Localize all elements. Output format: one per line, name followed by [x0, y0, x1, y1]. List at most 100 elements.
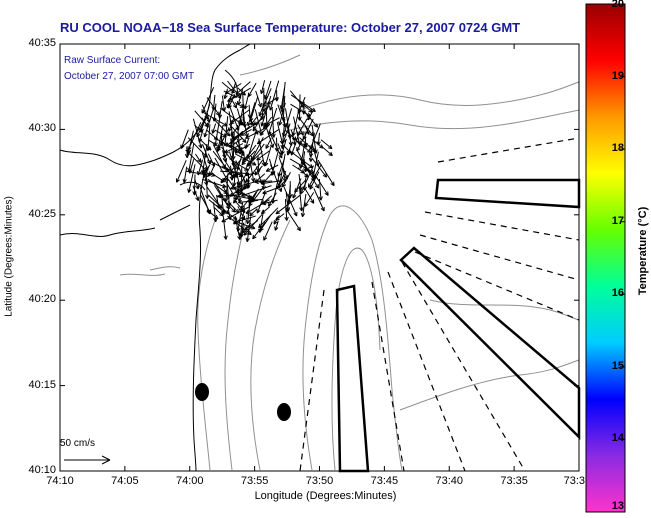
- current-vector: [226, 130, 244, 147]
- current-vector: [232, 131, 235, 160]
- current-vector: [214, 129, 227, 138]
- current-vector-head: [233, 222, 238, 224]
- annotation-line1: Raw Surface Current:: [64, 55, 161, 66]
- current-vector-head: [275, 216, 278, 221]
- current-vector: [199, 138, 212, 151]
- current-vector: [199, 194, 212, 214]
- current-vector-head: [259, 112, 263, 117]
- current-vector-head: [241, 162, 246, 166]
- current-vector: [245, 199, 270, 214]
- current-vector: [176, 160, 187, 183]
- current-vector-head: [204, 124, 209, 128]
- current-vector-head: [301, 110, 305, 115]
- current-vector: [198, 131, 204, 143]
- current-vector: [207, 153, 215, 167]
- current-vector-head: [263, 237, 268, 241]
- current-vector: [240, 128, 252, 136]
- current-vector-head: [224, 149, 228, 154]
- current-vector-head: [239, 233, 242, 238]
- current-vector: [187, 136, 193, 155]
- current-vector-head: [234, 215, 238, 220]
- current-vector: [285, 208, 301, 231]
- current-vector-head: [235, 92, 240, 95]
- current-vector: [221, 206, 250, 223]
- current-vector: [214, 115, 221, 147]
- current-vector: [237, 202, 244, 232]
- current-vector-head: [250, 178, 255, 183]
- colorbar: [585, 3, 626, 513]
- current-vector: [247, 102, 256, 126]
- current-vector-head: [261, 212, 266, 215]
- current-vector-head: [309, 133, 314, 137]
- current-vector: [307, 110, 314, 121]
- y-tick-label: 40:10: [28, 464, 56, 476]
- current-vector: [312, 178, 320, 189]
- current-vector: [286, 123, 292, 146]
- current-vector: [234, 102, 245, 108]
- current-vector-head: [300, 190, 305, 195]
- current-vector: [258, 102, 265, 117]
- current-vector-head: [261, 122, 265, 127]
- current-vector: [264, 145, 272, 167]
- current-vector-head: [269, 106, 274, 111]
- current-vector: [235, 150, 244, 176]
- current-vector-head: [327, 147, 333, 150]
- current-vector-head: [232, 155, 236, 160]
- current-vector-head: [327, 191, 329, 196]
- current-vector: [244, 95, 249, 110]
- current-vector: [277, 143, 283, 156]
- current-vector-head: [180, 145, 185, 149]
- current-vector-head: [195, 185, 199, 190]
- current-vector-head: [233, 199, 235, 204]
- current-vector-head: [199, 158, 202, 163]
- current-vector-head: [302, 213, 306, 218]
- current-vector-head: [187, 188, 190, 193]
- current-vector-head: [225, 134, 230, 137]
- current-vector-head: [182, 178, 185, 183]
- current-vector: [201, 170, 216, 177]
- station-marker: [277, 403, 291, 421]
- y-tick-label: 40:30: [28, 122, 56, 135]
- current-vector: [231, 122, 258, 140]
- current-vector: [318, 178, 322, 201]
- current-vector: [213, 181, 230, 210]
- colorbar-tick-label: 20: [611, 0, 624, 10]
- current-vector-head: [228, 128, 233, 132]
- current-vector: [194, 179, 199, 190]
- current-vector: [282, 123, 291, 143]
- current-vector-head: [219, 214, 224, 217]
- current-vector-head: [244, 105, 248, 110]
- current-vector-head: [284, 216, 288, 221]
- current-vector-head: [222, 183, 227, 188]
- current-vector: [251, 137, 264, 161]
- current-vector: [241, 185, 272, 197]
- current-vector-head: [212, 130, 216, 134]
- current-vector-head: [215, 214, 219, 220]
- current-vector-head: [240, 233, 244, 238]
- current-vector-head: [224, 197, 227, 202]
- current-vector-head: [292, 132, 296, 137]
- current-vector-head: [313, 125, 318, 128]
- current-vector-head: [261, 201, 266, 205]
- current-vector-head: [246, 162, 249, 167]
- current-vector: [227, 201, 240, 214]
- current-vector: [234, 143, 251, 154]
- map-plot-area: [60, 44, 579, 471]
- current-vector: [224, 143, 244, 154]
- current-vector-head: [237, 236, 241, 240]
- current-vector-head: [317, 184, 320, 189]
- current-vector-head: [233, 208, 236, 213]
- current-vector: [265, 138, 272, 149]
- current-vector: [290, 130, 301, 156]
- current-vector: [300, 101, 313, 113]
- current-vector: [188, 164, 196, 193]
- current-vector: [222, 215, 227, 240]
- current-vector-head: [251, 225, 256, 229]
- current-vector: [263, 221, 273, 241]
- current-vector-head: [230, 188, 235, 190]
- current-vector-head: [314, 185, 319, 189]
- current-vector-head: [231, 210, 236, 213]
- current-vector-head: [261, 203, 267, 206]
- current-vector-head: [260, 183, 266, 186]
- current-vector: [236, 108, 242, 124]
